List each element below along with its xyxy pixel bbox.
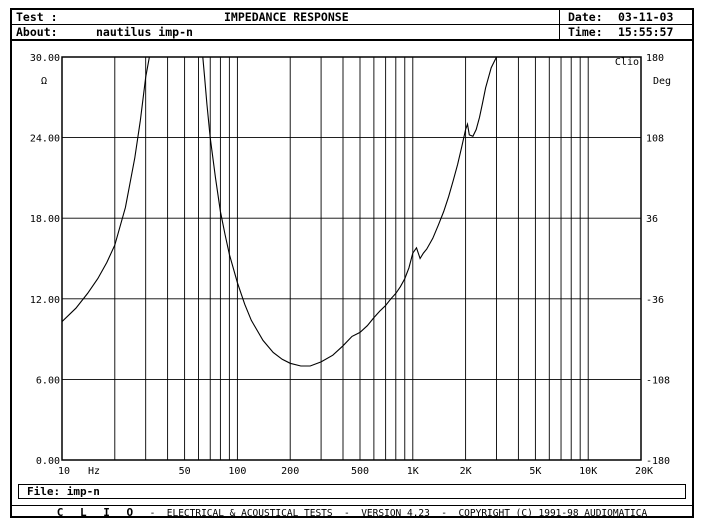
- chart-grid: [62, 57, 641, 460]
- y-axis-unit: Ω: [41, 76, 47, 87]
- y-tick-label: 24.00: [30, 134, 60, 145]
- y2-tick-label: 180: [646, 53, 664, 64]
- header-row-2: About: nautilus imp-n Time: 15:55:57: [12, 25, 692, 41]
- x-axis-unit: Hz: [88, 466, 100, 477]
- x-tick-label: 5K: [529, 466, 541, 477]
- y-tick-label: 18.00: [30, 214, 60, 225]
- chart-marks: [62, 57, 497, 367]
- y-tick-label: 6.00: [36, 375, 60, 386]
- chart-labels: 30.00 24.00 18.00 12.00 6.00 0.00 180 108 36 -36 -…: [30, 53, 671, 477]
- x-tick-label: 2K: [460, 466, 472, 477]
- footer-brand: C L I O: [56, 506, 139, 519]
- y-tick-label: 0.00: [36, 456, 60, 467]
- x-tick-label: 10K: [579, 466, 597, 477]
- test-label: Test :: [16, 10, 58, 24]
- file-box: File: imp-n: [18, 484, 686, 499]
- x-tick-label: 20K: [635, 466, 653, 477]
- y2-tick-label: 36: [646, 214, 658, 225]
- chart-title: IMPEDANCE RESPONSE: [224, 10, 349, 24]
- report-frame: Test : IMPEDANCE RESPONSE Date: 03-11-03…: [10, 8, 694, 519]
- time-label: Time:: [568, 25, 603, 39]
- y2-axis-unit: Deg: [653, 76, 671, 87]
- y-tick-label: 30.00: [30, 53, 60, 64]
- header-row-1: Test : IMPEDANCE RESPONSE Date: 03-11-03: [12, 10, 692, 25]
- x-tick-label: 10: [58, 466, 70, 477]
- file-value: imp-n: [66, 485, 100, 498]
- plot-area-border: [61, 56, 642, 461]
- footer-bar: C L I O - ELECTRICAL & ACOUSTICAL TESTS …: [12, 505, 692, 519]
- about-label: About:: [16, 25, 58, 39]
- x-tick-label: 200: [281, 466, 299, 477]
- y-tick-label: 12.00: [30, 295, 60, 306]
- impedance-line: [62, 57, 497, 367]
- y2-tick-label: -180: [646, 456, 670, 467]
- corner-label: Clio: [615, 57, 639, 68]
- file-label: File:: [27, 485, 61, 498]
- time-value: 15:55:57: [618, 25, 674, 39]
- x-tick-label: 50: [179, 466, 191, 477]
- footer-text: - ELECTRICAL & ACOUSTICAL TESTS - VERSIO…: [138, 508, 648, 519]
- header-divider: [559, 10, 560, 41]
- x-tick-label: 100: [228, 466, 246, 477]
- x-tick-label: 500: [351, 466, 369, 477]
- y2-tick-label: -108: [646, 375, 670, 386]
- y2-tick-label: 108: [646, 134, 664, 145]
- date-value: 03-11-03: [618, 10, 674, 24]
- y2-tick-label: -36: [646, 295, 664, 306]
- x-tick-label: 1K: [407, 466, 419, 477]
- date-label: Date:: [568, 10, 603, 24]
- about-value: nautilus imp-n: [96, 25, 193, 39]
